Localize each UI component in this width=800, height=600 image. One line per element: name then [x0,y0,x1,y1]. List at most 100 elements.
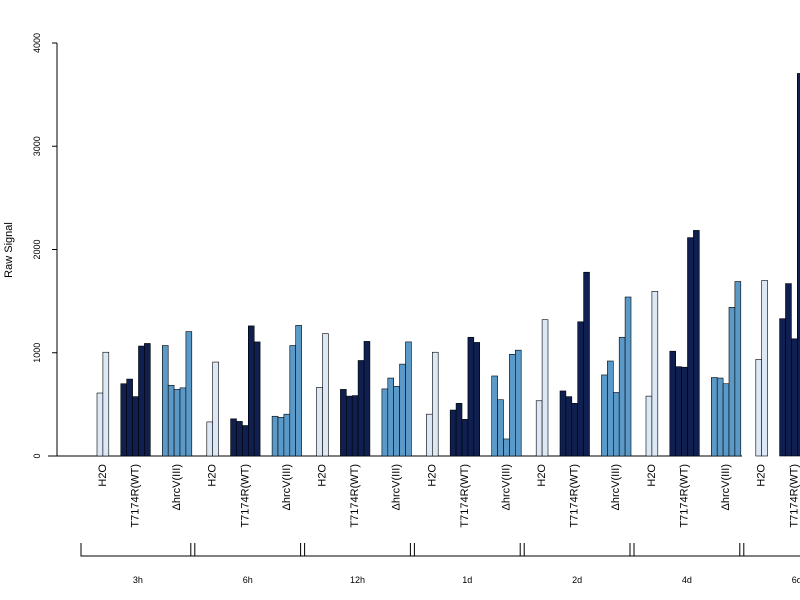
bar-2d-h2o-2 [541,319,549,457]
bar-1d-hrcv-iii-3 [503,438,510,457]
bar-4d-h2o-2 [651,291,659,457]
bar-4d-t7174r-wt-5 [693,230,700,457]
condition-label: T7174R(WT) [459,464,471,528]
condition-labels: H2O T7174R(WT) ΔhrcV(III) H2O T7174R(WT) Δhrc… [97,464,800,528]
condition-label: H2O [426,464,438,487]
bar-12h-t7174r-wt-3 [351,395,359,457]
bar-6d-t7174r-wt-4 [796,73,800,457]
bar-3h-hrcv-iii-2 [167,384,175,457]
condition-label: T7174R(WT) [569,464,581,528]
bar-4d-t7174r-wt-1 [669,350,676,457]
bar-2d-t7174r-wt-1 [559,390,567,457]
bar-3h-t7174r-wt-1 [120,383,128,457]
bar-6h-hrcv-iii-2 [277,416,285,457]
bar-6h-t7174r-wt-1 [230,418,237,457]
bar-2d-hrcv-iii-3 [612,392,620,457]
bar-3h-t7174r-wt-3 [132,396,139,457]
bar-6d-t7174r-wt-1 [779,318,786,457]
bar-4d-hrcv-iii-1 [710,377,718,457]
bar-3h-hrcv-iii-1 [162,345,169,457]
bars [96,73,800,457]
timepoint-bracket [409,543,525,557]
bar-4d-hrcv-iii-3 [722,383,730,457]
condition-label: T7174R(WT) [130,464,142,528]
condition-label: ΔhrcV(III) [171,464,183,510]
bar-4d-h2o-1 [645,395,653,457]
bar-6h-hrcv-iii-3 [283,413,291,457]
bar-3h-t7174r-wt-2 [126,378,133,457]
bar-4d-hrcv-iii-2 [716,377,724,457]
bar-4d-t7174r-wt-3 [681,366,688,457]
bar-1d-t7174r-wt-2 [455,403,463,457]
timepoint-label: 6h [243,575,253,585]
y-tick-label: 4000 [32,33,42,53]
y-tick-label: 3000 [32,136,42,156]
condition-label: T7174R(WT) [349,464,361,528]
bar-1d-hrcv-iii-4 [509,353,516,457]
condition-label: H2O [207,464,219,487]
bar-6h-t7174r-wt-3 [242,425,249,457]
timepoint-bracket [739,543,800,557]
timepoint-bracket [300,543,415,557]
bar-12h-h2o-2 [322,333,329,457]
bar-12h-t7174r-wt-1 [340,389,347,457]
bar-3h-hrcv-iii-5 [185,331,193,457]
bar-2d-hrcv-iii-4 [618,336,626,457]
condition-label: ΔhrcV(III) [610,464,622,510]
y-axis-label: Raw Signal [3,222,15,278]
condition-label: H2O [756,464,768,487]
y-axis: 0 1000 2000 3000 4000 [32,33,58,459]
bar-2d-hrcv-iii-1 [601,374,608,457]
y-tick-label: 2000 [32,239,42,259]
bar-6d-t7174r-wt-3 [791,338,798,457]
bar-1d-hrcv-iii-1 [491,375,498,457]
condition-label: H2O [646,464,658,487]
bar-4d-t7174r-wt-4 [687,237,694,457]
timepoint-label: 12h [350,575,365,585]
condition-label: T7174R(WT) [239,464,251,528]
bar-12h-t7174r-wt-2 [345,395,353,457]
timepoint-bracket [190,543,306,557]
bar-6d-h2o-2 [761,280,768,457]
condition-label: T7174R(WT) [788,464,800,528]
bar-2d-t7174r-wt-5 [583,271,590,457]
bar-6h-hrcv-iii-4 [289,345,296,457]
timepoint-label: 2d [572,575,582,585]
bar-6d-t7174r-wt-2 [785,283,792,457]
bar-12h-hrcv-iii-3 [393,386,400,457]
bar-3h-t7174r-wt-5 [144,343,151,457]
condition-label: H2O [97,464,109,487]
bar-4d-hrcv-iii-4 [728,307,736,457]
timepoint-brackets [80,543,800,557]
bar-4d-t7174r-wt-2 [675,366,682,457]
bar-12h-t7174r-wt-4 [357,360,365,457]
timepoint-bracket [519,543,635,557]
bar-6h-hrcv-iii-1 [271,415,279,457]
bar-12h-hrcv-iii-4 [399,363,406,457]
bar-3h-hrcv-iii-3 [173,389,181,457]
bar-6h-t7174r-wt-5 [253,341,261,457]
bar-1d-t7174r-wt-4 [467,336,475,457]
bar-12h-t7174r-wt-5 [363,341,371,457]
y-tick-label: 0 [32,453,42,458]
timepoint-label: 1d [462,575,472,585]
bar-3h-hrcv-iii-4 [179,387,187,457]
bar-1d-t7174r-wt-1 [449,409,457,457]
bar-2d-t7174r-wt-2 [565,396,573,457]
bar-3h-t7174r-wt-4 [138,345,145,457]
timepoint-bracket [80,543,196,557]
bar-1d-t7174r-wt-3 [461,419,469,457]
bar-12h-h2o-1 [316,387,323,457]
condition-label: T7174R(WT) [679,464,691,528]
condition-label: H2O [536,464,548,487]
condition-label: H2O [317,464,329,487]
bar-2d-hrcv-iii-2 [607,360,614,457]
bar-1d-h2o-1 [426,413,433,457]
condition-label: ΔhrcV(III) [281,464,293,510]
condition-label: ΔhrcV(III) [720,464,732,510]
bar-1d-t7174r-wt-5 [473,342,480,457]
bar-1d-h2o-2 [431,351,439,457]
condition-label: ΔhrcV(III) [391,464,403,510]
timepoint-bracket [629,543,745,557]
